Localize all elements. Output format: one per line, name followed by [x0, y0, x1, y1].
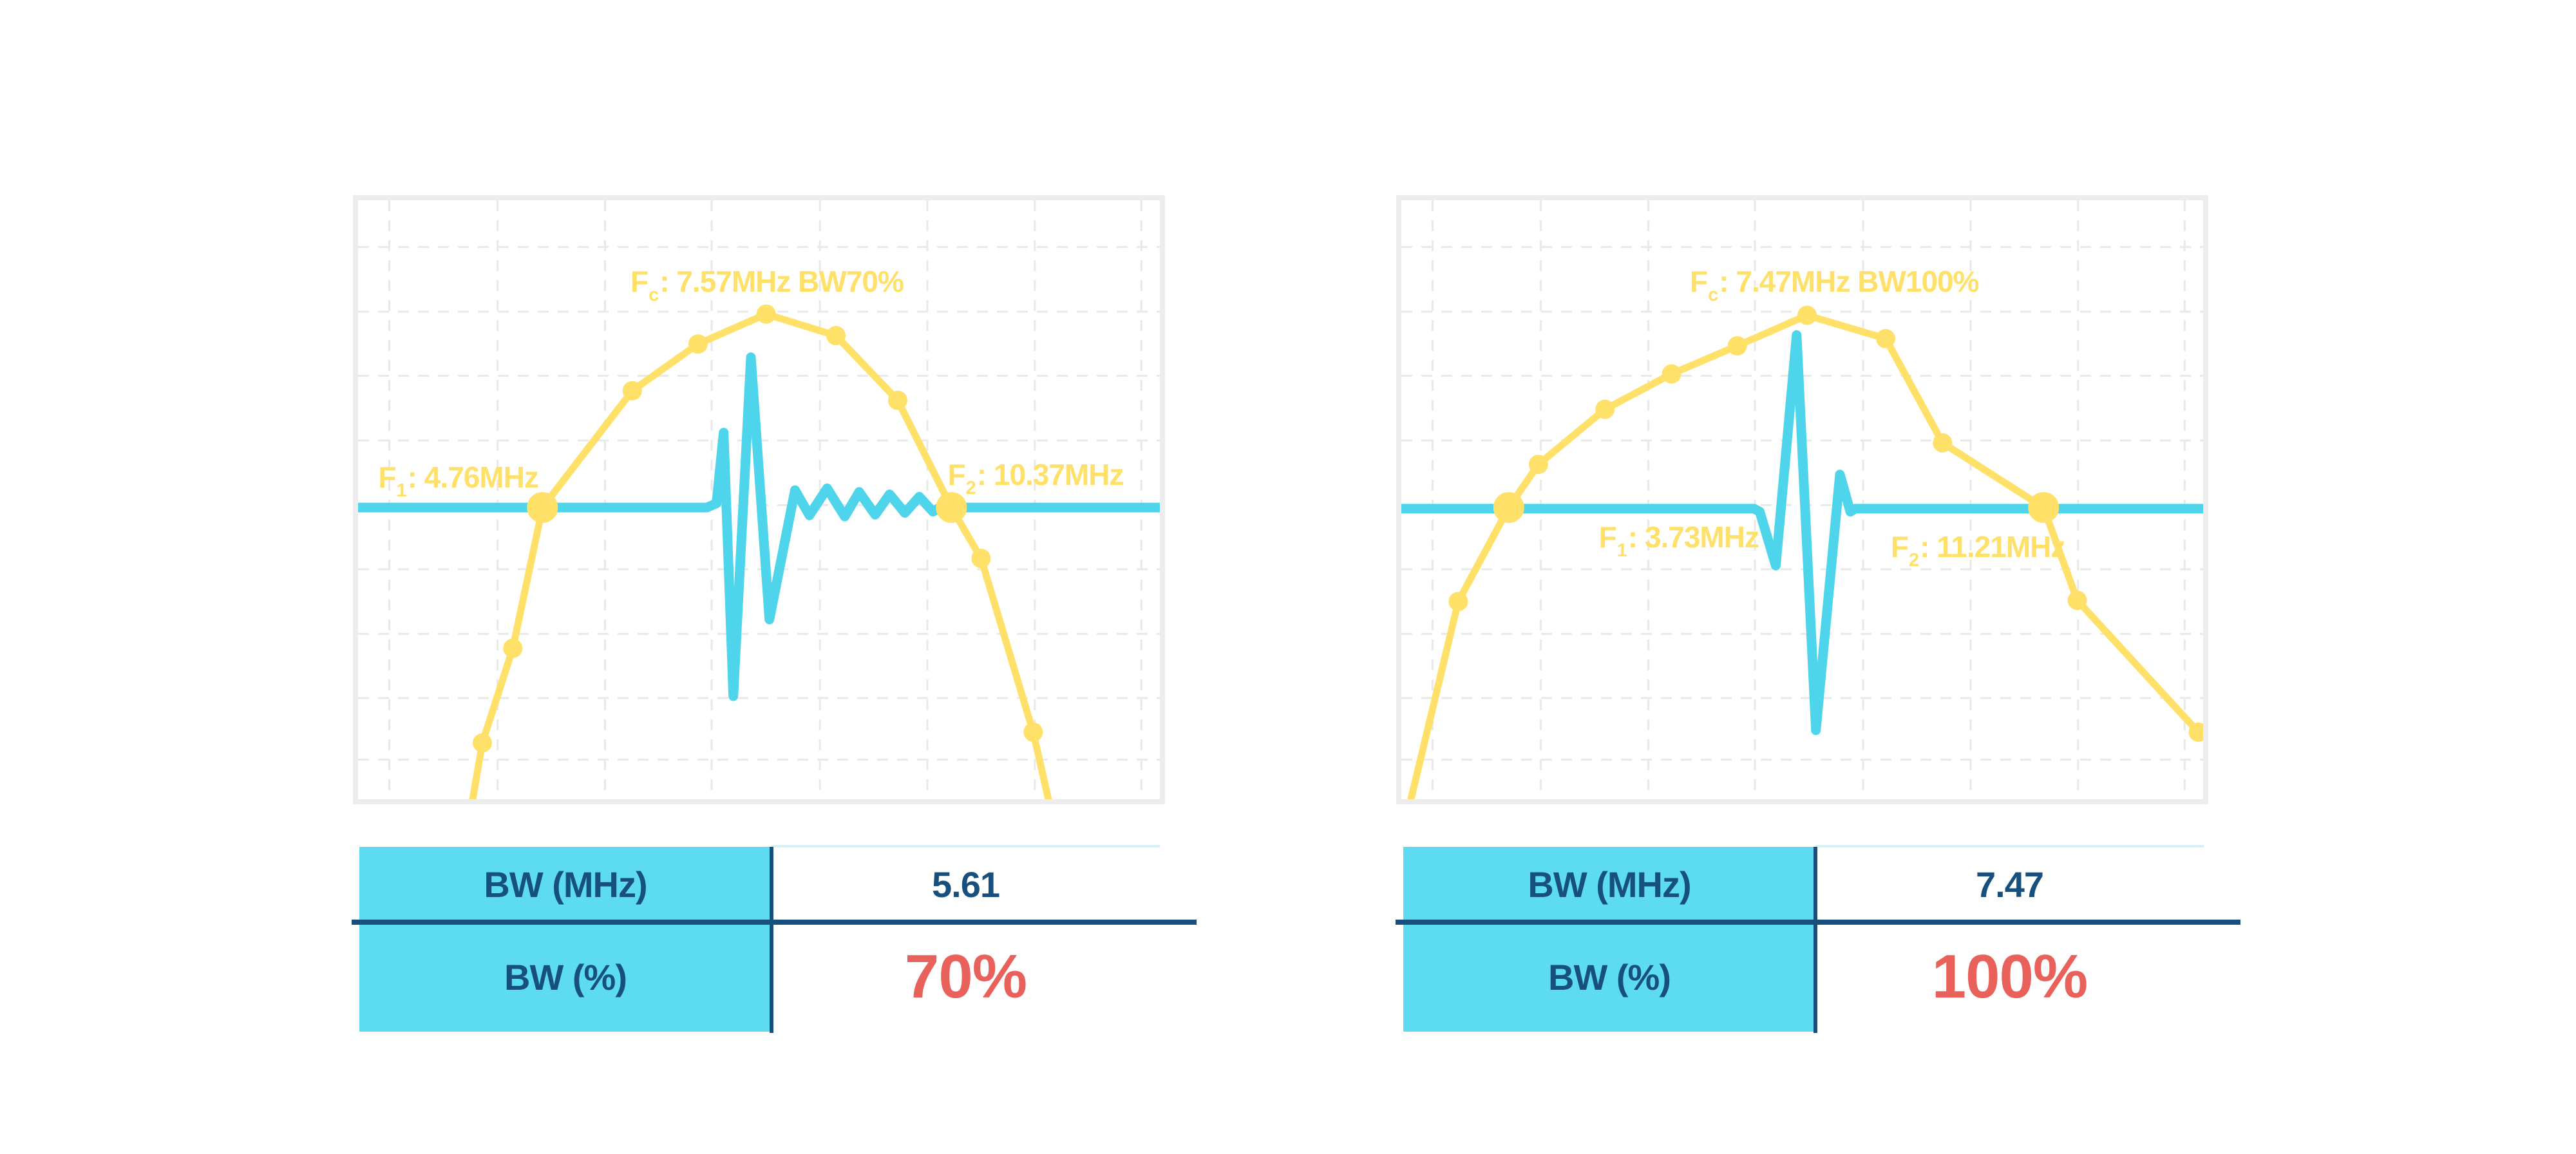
spectrum-point-marker [1875, 328, 1895, 348]
f2-frequency-label-base: F [947, 457, 966, 491]
bw-mhz-value-cell: 5.61 [772, 847, 1160, 922]
f2-frequency-label-subscript: 2 [1909, 549, 1919, 571]
f2-frequency-label-value: : 10.37MHz [976, 457, 1124, 491]
f1-frequency-label-value: : 4.76MHz [407, 460, 539, 494]
pulse-waveform-line [1401, 330, 2203, 735]
spectrum-point-marker [826, 326, 846, 346]
chart-canvas [1401, 200, 2203, 799]
bw-mhz-label: BW (MHz) [1528, 864, 1691, 905]
table-column-divider [770, 847, 773, 1033]
f1-frequency-label-value: : 3.73MHz [1627, 520, 1759, 554]
center-frequency-label: Fc: 7.47MHz BW100% [1690, 264, 1979, 305]
center-frequency-label-base: F [1690, 264, 1708, 298]
center-frequency-label: Fc: 7.57MHz BW70% [630, 264, 904, 305]
f2-frequency-label-value: : 11.21MHz [1920, 529, 2065, 563]
table-column-divider [1814, 847, 1817, 1033]
f1-frequency-label-base: F [378, 460, 396, 494]
spectrum-point-marker [1933, 433, 1953, 453]
f1-frequency-label: F1: 3.73MHz [1598, 520, 1759, 561]
bw-mhz-value-cell: 7.47 [1815, 847, 2204, 922]
spectrum-point-marker [971, 549, 991, 569]
spectrum-point-marker [472, 733, 492, 753]
right-bandwidth-chart: Fc: 7.47MHz BW100% F1: 3.73MHz F2: 11.21MH… [1396, 195, 2208, 804]
f1-frequency-label-subscript: 1 [396, 480, 407, 501]
pulse-waveform-line [358, 352, 1160, 701]
center-frequency-label-subscript: c [649, 284, 659, 305]
table-row-divider [1396, 920, 2240, 925]
value-column-top-rule [1815, 845, 2204, 847]
left-bw-table: BW (MHz) 5.61 BW (%) 70% [352, 845, 1197, 1033]
bw-mhz-value: 5.61 [932, 864, 1000, 905]
bw-percent-value: 70% [904, 942, 1027, 1011]
f2-frequency-label: F2: 11.21MHz [1890, 529, 2065, 571]
spectrum-point-marker [688, 334, 708, 354]
bandwidth-edge-marker [936, 492, 967, 524]
bw-percent-label: BW (%) [1548, 956, 1671, 998]
spectrum-point-marker [1662, 364, 1681, 384]
spectrum-point-marker [1595, 399, 1615, 419]
center-frequency-label-base: F [630, 264, 649, 298]
f2-frequency-label-subscript: 2 [965, 477, 976, 498]
left-bandwidth-chart: Fc: 7.57MHz BW70% F1: 4.76MHz F2: 10.37MHz [353, 195, 1165, 804]
bandwidth-edge-marker [2028, 492, 2060, 524]
bw-percent-label: BW (%) [504, 956, 627, 998]
spectrum-point-marker [622, 381, 642, 401]
f1-frequency-label-subscript: 1 [1616, 540, 1627, 561]
spectrum-point-marker [2067, 591, 2087, 610]
center-frequency-label-value: : 7.57MHz BW70% [659, 264, 904, 298]
bw-percent-value: 100% [1931, 942, 2088, 1011]
bw-percent-value-cell: 100% [1815, 922, 2204, 1032]
spectrum-point-marker [1528, 455, 1548, 475]
bw-mhz-label-cell: BW (MHz) [1403, 847, 1815, 922]
bw-mhz-label: BW (MHz) [484, 864, 647, 905]
f2-frequency-label-base: F [1890, 529, 1909, 563]
bandwidth-edge-marker [527, 492, 558, 524]
spectrum-point-marker [2188, 722, 2203, 742]
bandwidth-edge-marker [1493, 492, 1524, 524]
spectrum-point-marker [503, 638, 523, 658]
bw-percent-label-cell: BW (%) [1403, 922, 1815, 1032]
f2-frequency-label: F2: 10.37MHz [947, 457, 1124, 498]
bw-mhz-label-cell: BW (MHz) [359, 847, 772, 922]
spectrum-point-marker [1797, 305, 1817, 325]
spectrum-point-marker [1727, 336, 1747, 355]
center-frequency-label-value: : 7.47MHz BW100% [1719, 264, 1979, 298]
right-bw-table: BW (MHz) 7.47 BW (%) 100% [1396, 845, 2240, 1033]
spectrum-point-marker [887, 390, 907, 410]
value-column-top-rule [772, 845, 1160, 847]
spectrum-point-marker [1023, 722, 1043, 742]
bw-percent-label-cell: BW (%) [359, 922, 772, 1032]
f1-frequency-label: F1: 4.76MHz [378, 460, 539, 501]
chart-canvas [358, 200, 1160, 799]
bw-percent-value-cell: 70% [772, 922, 1160, 1032]
f1-frequency-label-base: F [1598, 520, 1617, 554]
bw-mhz-value: 7.47 [1976, 864, 2044, 905]
center-frequency-label-subscript: c [1708, 284, 1718, 305]
table-row-divider [352, 920, 1197, 925]
spectrum-point-marker [1448, 592, 1468, 612]
spectrum-point-marker [756, 304, 776, 324]
